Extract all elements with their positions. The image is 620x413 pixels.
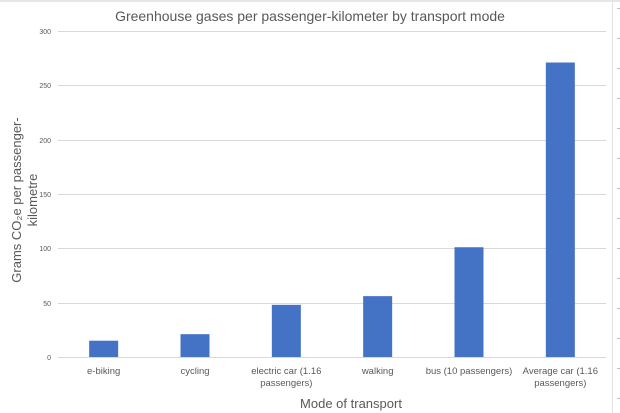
y-tick-label: 300 xyxy=(39,29,51,36)
y-tick-label: 150 xyxy=(39,192,51,199)
edge-tick-mark xyxy=(617,248,620,249)
y-tick-label: 0 xyxy=(47,355,51,362)
x-axis-label: Mode of transport xyxy=(300,396,402,411)
y-tick-labels: 0 50 100 150 200 250 300 xyxy=(39,29,51,362)
y-axis-label-line-2: kilometre xyxy=(25,174,40,227)
edge-tick-mark xyxy=(617,368,620,369)
y-tick-label: 200 xyxy=(39,138,51,145)
y-tick-label: 50 xyxy=(43,301,51,308)
x-tick-labels: e-biking cycling electric car (1.16 passeng… xyxy=(87,366,598,389)
y-axis-label: Grams CO₂e per passenger- kilometre xyxy=(9,117,40,282)
edge-tick-mark xyxy=(617,218,620,219)
edge-tick-mark xyxy=(617,338,620,339)
x-tick-label: electric car (1.16 passengers) xyxy=(251,366,321,389)
bar-5 xyxy=(545,62,575,357)
y-axis-label-line-1: Grams CO₂e per passenger- xyxy=(9,117,24,282)
x-tick-label: e-biking xyxy=(87,366,120,377)
x-tick-label: cycling xyxy=(180,366,209,377)
bar-3 xyxy=(363,296,393,357)
edge-tick-mark xyxy=(617,128,620,129)
bar-4 xyxy=(454,247,484,357)
gridlines xyxy=(58,31,606,358)
bar-2 xyxy=(271,304,301,357)
right-edge-line xyxy=(612,0,613,413)
top-edge-line xyxy=(0,0,620,2)
x-tick-label: bus (10 passengers) xyxy=(426,366,513,377)
chart-title: Greenhouse gases per passenger-kilometer… xyxy=(115,8,505,24)
x-tick-label: Average car (1.16 passengers) xyxy=(523,366,598,389)
edge-tick-mark xyxy=(617,278,620,279)
bars xyxy=(89,62,575,357)
bar-0 xyxy=(89,340,119,357)
bar-1 xyxy=(180,334,210,357)
edge-tick-mark xyxy=(617,98,620,99)
y-tick-label: 250 xyxy=(39,83,51,90)
edge-tick-mark xyxy=(617,308,620,309)
edge-tick-mark xyxy=(617,68,620,69)
edge-tick-mark xyxy=(617,8,620,9)
x-tick-label: walking xyxy=(361,366,394,377)
y-tick-label: 100 xyxy=(39,246,51,253)
edge-tick-mark xyxy=(617,38,620,39)
edge-tick-mark xyxy=(617,158,620,159)
edge-tick-mark xyxy=(617,398,620,399)
edge-tick-mark xyxy=(617,188,620,189)
